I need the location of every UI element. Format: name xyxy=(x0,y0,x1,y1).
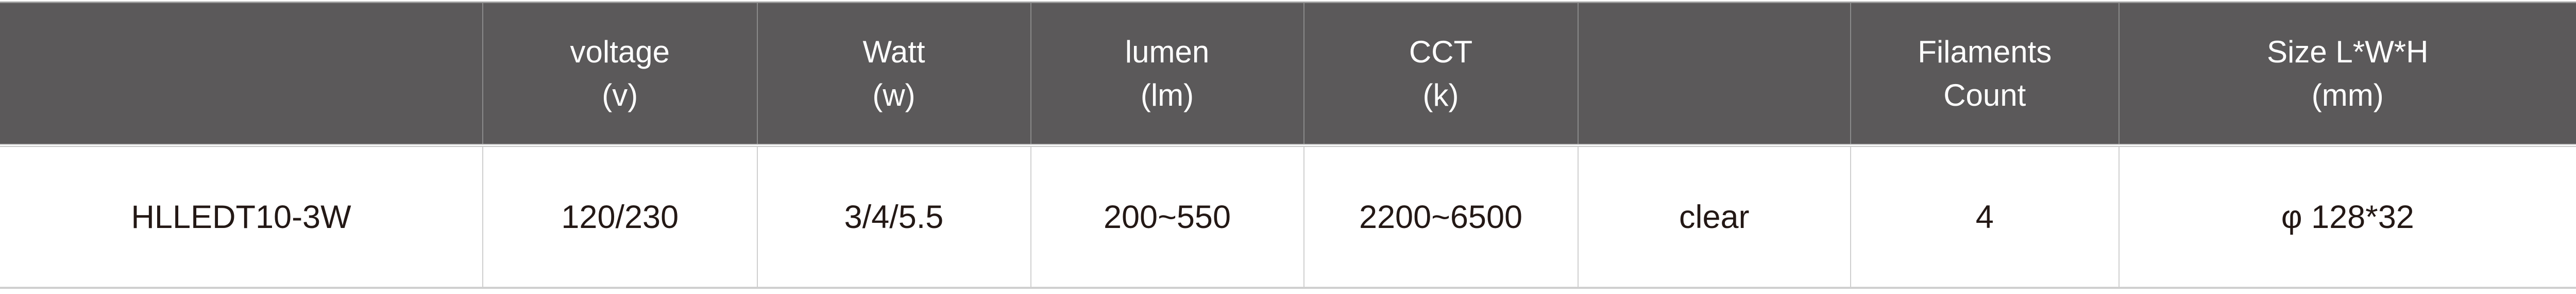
header-line2: (w) xyxy=(872,77,916,112)
spec-table: voltage (v) Watt (w) lumen (lm) CCT (k) Fila… xyxy=(0,2,2576,289)
header-cell-finish xyxy=(1577,3,1851,144)
header-line2: (v) xyxy=(602,77,638,112)
header-line1: Filaments xyxy=(1918,34,2052,69)
cell-text: 4 xyxy=(1975,199,1994,235)
cell-lumen: 200~550 xyxy=(1030,147,1303,287)
cell-filaments: 4 xyxy=(1850,147,2119,287)
header-line2: Count xyxy=(1943,77,2026,112)
header-line2: (lm) xyxy=(1140,77,1194,112)
cell-text: 120/230 xyxy=(561,199,679,235)
header-line1: Watt xyxy=(862,34,925,69)
header-line1: Size L*W*H xyxy=(2267,34,2429,69)
cell-cct: 2200~6500 xyxy=(1303,147,1578,287)
header-cell-filaments: Filaments Count xyxy=(1850,3,2119,144)
header-line2: (mm) xyxy=(2311,77,2384,112)
header-line2: (k) xyxy=(1422,77,1459,112)
cell-finish: clear xyxy=(1577,147,1851,287)
header-line1: CCT xyxy=(1409,34,1473,69)
cell-size: φ 128*32 xyxy=(2118,147,2576,287)
cell-text: 2200~6500 xyxy=(1359,199,1523,235)
cell-watt: 3/4/5.5 xyxy=(756,147,1030,287)
cell-text: 3/4/5.5 xyxy=(844,199,944,235)
cell-text: 200~550 xyxy=(1103,199,1231,235)
cell-model: HLLEDT10-3W xyxy=(0,147,482,287)
header-divider xyxy=(0,144,2576,147)
header-cell-cct: CCT (k) xyxy=(1303,3,1578,144)
cell-text: clear xyxy=(1679,199,1750,235)
cell-text: HLLEDT10-3W xyxy=(131,199,351,235)
header-line1: voltage xyxy=(570,34,670,69)
header-cell-lumen: lumen (lm) xyxy=(1030,3,1303,144)
cell-voltage: 120/230 xyxy=(482,147,757,287)
header-cell-model xyxy=(0,3,482,144)
cell-text: φ 128*32 xyxy=(2281,199,2414,235)
header-cell-voltage: voltage (v) xyxy=(482,3,757,144)
header-line1: lumen xyxy=(1125,34,1210,69)
header-cell-watt: Watt (w) xyxy=(756,3,1030,144)
table-row: HLLEDT10-3W 120/230 3/4/5.5 200~550 2200… xyxy=(0,147,2576,289)
table-header: voltage (v) Watt (w) lumen (lm) CCT (k) Fila… xyxy=(0,2,2576,144)
header-cell-size: Size L*W*H (mm) xyxy=(2118,3,2576,144)
